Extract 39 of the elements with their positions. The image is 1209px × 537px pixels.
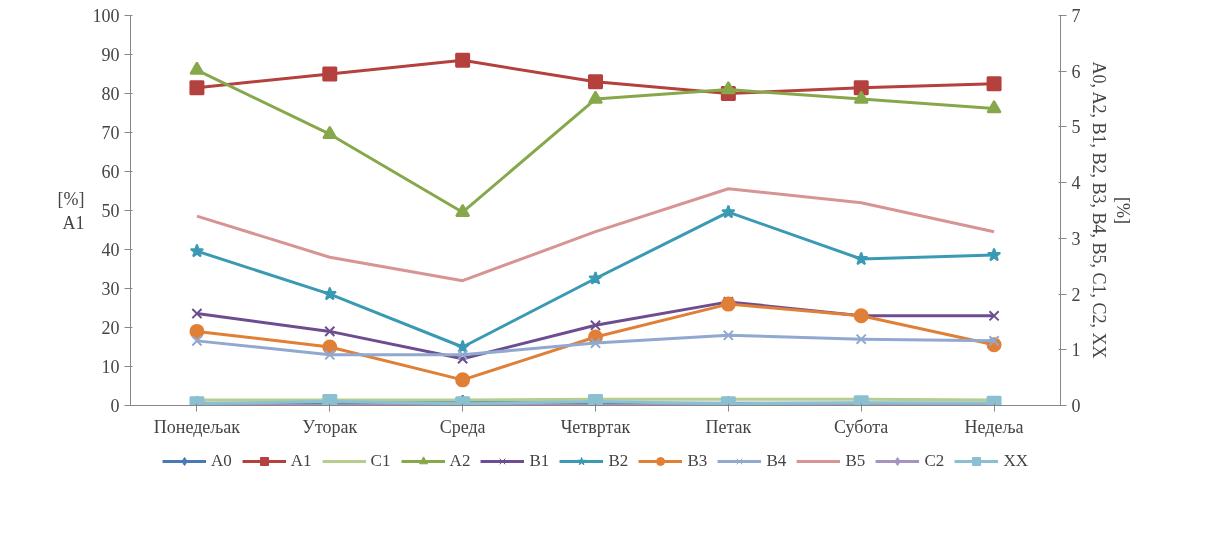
- y-axis-title: [%] A1: [57, 188, 85, 233]
- y2-tick-label: 6: [1071, 61, 1081, 82]
- y2-tick-label: 0: [1071, 396, 1081, 416]
- y2-tick-label: 3: [1071, 228, 1081, 249]
- x-tick-label: Уторак: [302, 416, 358, 437]
- legend-label: A1: [290, 451, 312, 471]
- y2-tick-label: 5: [1071, 117, 1081, 138]
- y-tick-label: 70: [101, 123, 120, 143]
- y2-tick-label: 4: [1071, 173, 1081, 194]
- y-tick-label: 100: [92, 6, 120, 26]
- y-tick-label: 40: [101, 240, 120, 260]
- y-tick-label: 20: [101, 318, 120, 338]
- x-tick-label: Среда: [439, 416, 486, 437]
- legend-label: B1: [529, 451, 550, 471]
- x-tick-label: Субота: [834, 416, 889, 437]
- legend-label: XX: [1003, 451, 1028, 471]
- y-tick-label: 90: [101, 45, 120, 65]
- y-tick-label: 50: [101, 201, 120, 221]
- x-tick-label: Недеља: [964, 416, 1024, 437]
- y-tick-label: 10: [101, 357, 120, 377]
- legend-label: B5: [845, 451, 866, 471]
- y2-tick-label: 7: [1071, 6, 1081, 26]
- y-tick-label: 80: [101, 84, 120, 104]
- y-tick-label: 30: [101, 279, 120, 299]
- y-tick-label: 60: [101, 162, 120, 182]
- x-tick-label: Петак: [705, 416, 752, 437]
- legend-label: B2: [608, 451, 629, 471]
- legend-label: C2: [924, 451, 945, 471]
- y2-tick-label: 2: [1071, 284, 1081, 305]
- x-tick-label: Четвртак: [560, 416, 631, 437]
- x-tick-label: Понедељак: [153, 416, 241, 437]
- y2-tick-label: 1: [1071, 340, 1081, 361]
- y2-axis-title: [%] A0, A2, B1, B2, B3, B4, B5, C1, C2, XX: [1088, 61, 1133, 359]
- legend-label: A0: [211, 451, 232, 471]
- legend-label: A2: [449, 451, 471, 471]
- legend-label: B3: [687, 451, 708, 471]
- y-tick-label: 0: [110, 396, 120, 416]
- legend-label: C1: [370, 451, 391, 471]
- legend-label: B4: [766, 451, 787, 471]
